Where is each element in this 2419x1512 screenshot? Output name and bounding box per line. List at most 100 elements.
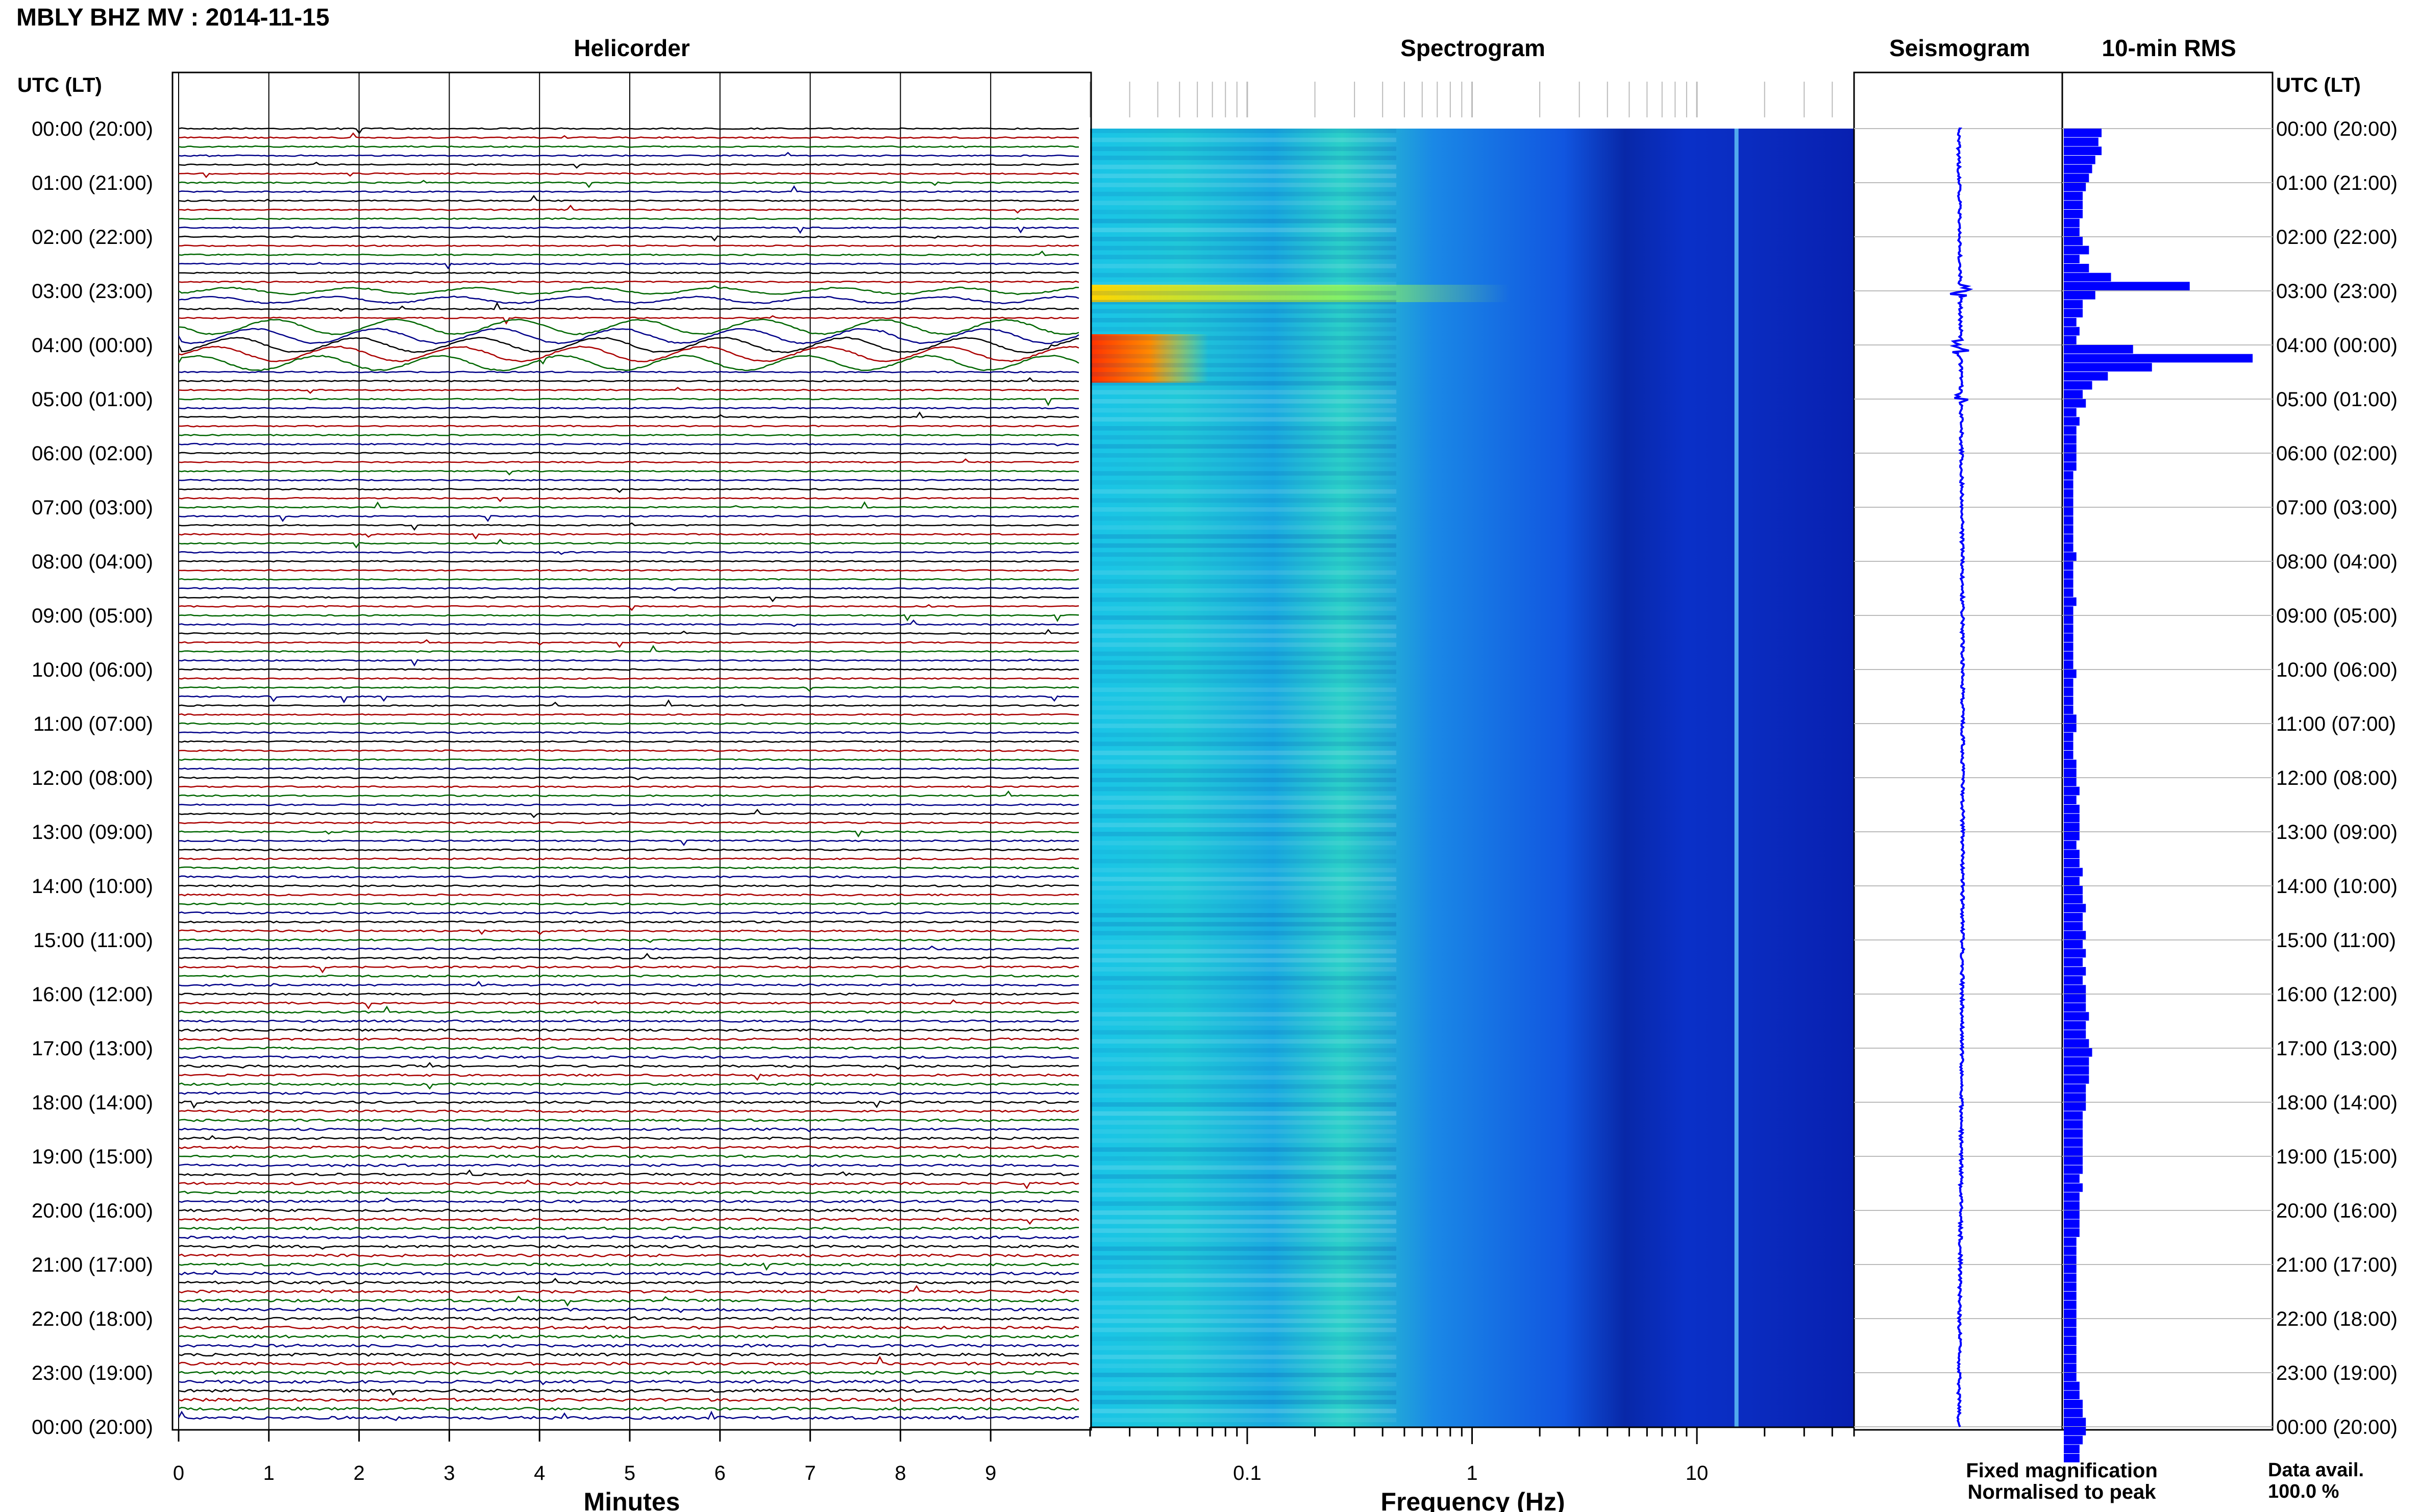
helicorder-trace-line xyxy=(178,398,1079,407)
helicorder-trace-line xyxy=(178,1278,1079,1285)
rms-bar xyxy=(2064,507,2074,516)
helicorder-trace-line xyxy=(178,280,1079,283)
rms-bar xyxy=(2064,1219,2080,1228)
helicorder-trace-line xyxy=(178,318,1079,335)
spectrogram-stripe xyxy=(1090,678,1396,683)
rms-bar xyxy=(2064,1381,2080,1391)
helicorder-trace-line xyxy=(178,497,1079,503)
rms-bar xyxy=(2064,1021,2086,1030)
hour-label-right: 04:00 (00:00) xyxy=(2276,334,2398,357)
frequency-tick-label: 0.1 xyxy=(1233,1462,1262,1484)
helicorder-trace-line xyxy=(178,992,1079,996)
helicorder-frame xyxy=(171,71,1092,1431)
helicorder-trace-line xyxy=(178,1109,1079,1113)
helicorder-trace-line xyxy=(178,639,1079,648)
spectrogram-line-15hz xyxy=(1734,129,1739,1427)
helicorder-trace-line xyxy=(178,1046,1079,1050)
helicorder-trace-line xyxy=(178,1019,1079,1023)
rms-title: 10-min RMS xyxy=(2102,35,2236,61)
helicorder-trace-line xyxy=(178,501,1079,509)
spectrogram-stripe xyxy=(1090,516,1396,521)
spectrogram-stripe xyxy=(1090,1111,1396,1116)
spectrogram-stripe xyxy=(1090,300,1396,305)
rms-bar xyxy=(2064,913,2083,922)
helicorder-trace-line xyxy=(178,695,1079,704)
spectrogram-stripe xyxy=(1090,1039,1396,1044)
helicorder-xlabel: Minutes xyxy=(584,1488,680,1512)
spectrogram-stripe xyxy=(1090,1003,1396,1008)
hour-label-right: 17:00 (13:00) xyxy=(2276,1037,2398,1060)
helicorder-trace-line xyxy=(178,713,1079,716)
spectrogram-stripe xyxy=(1090,1319,1396,1323)
spectrogram-stripe xyxy=(1090,1246,1396,1251)
rms-bar xyxy=(2064,570,2074,579)
hour-label: 01:00 (21:00) xyxy=(32,172,153,194)
rms-bar xyxy=(2064,840,2077,850)
hour-label: 04:00 (00:00) xyxy=(32,334,153,357)
rms-bar xyxy=(2064,895,2083,904)
spectrogram-stripe xyxy=(1090,201,1396,206)
rms-bar xyxy=(2064,579,2074,588)
helicorder-trace-line xyxy=(178,271,1079,275)
spectrogram-stripe xyxy=(1090,751,1396,755)
utc-label-right: UTC (LT) xyxy=(2276,74,2361,96)
rms-bar xyxy=(2064,471,2074,480)
rms-bar xyxy=(2064,1129,2083,1138)
rms-bar xyxy=(2064,940,2083,949)
spectrogram-stripe xyxy=(1090,615,1396,620)
helicorder-trace-line xyxy=(178,1316,1079,1321)
spectrogram-stripe xyxy=(1090,778,1396,782)
rms-bar xyxy=(2064,1183,2083,1192)
rms-bar xyxy=(2064,327,2080,336)
spectrogram-xlabel: Frequency (Hz) xyxy=(1380,1488,1565,1512)
rms-bar xyxy=(2064,697,2074,705)
rms-bar xyxy=(2064,813,2080,823)
spectrogram-stripe xyxy=(1090,660,1396,665)
helicorder-trace-line xyxy=(178,1343,1079,1348)
spectrogram-stripe xyxy=(1090,164,1396,169)
helicorder-trace-line xyxy=(178,355,1079,371)
hour-label-right: 13:00 (09:00) xyxy=(2276,821,2398,844)
spectrogram-stripe xyxy=(1090,1165,1396,1170)
spectrogram-stripe xyxy=(1090,137,1396,142)
spectrogram-stripe xyxy=(1090,561,1396,566)
rms-bar xyxy=(2064,678,2074,687)
rms-bar xyxy=(2064,1445,2080,1453)
helicorder-trace-line xyxy=(178,434,1079,437)
rms-bar xyxy=(2064,1454,2080,1463)
rms-bar xyxy=(2064,751,2074,759)
rms-bar xyxy=(2064,1255,2077,1264)
spectrogram-stripe xyxy=(1090,732,1396,737)
hour-label: 00:00 (20:00) xyxy=(32,1416,153,1439)
spectrogram-stripe xyxy=(1090,1265,1396,1269)
spectrogram-stripe xyxy=(1090,426,1396,431)
spectrogram-stripe xyxy=(1090,967,1396,972)
helicorder-trace-line xyxy=(178,161,1079,169)
rms-bar xyxy=(2064,489,2074,498)
helicorder-trace-line xyxy=(178,776,1079,781)
helicorder-trace-line xyxy=(178,226,1079,234)
hour-label-right: 16:00 (12:00) xyxy=(2276,983,2398,1006)
helicorder-trace-line xyxy=(178,731,1079,734)
rms-bar xyxy=(2064,552,2077,561)
helicorder-trace-line xyxy=(178,387,1079,394)
spectrogram-stripe xyxy=(1090,480,1396,485)
rms-bar xyxy=(2064,435,2077,444)
helicorder-trace-line xyxy=(179,1208,1079,1213)
rms-bar xyxy=(2064,399,2086,408)
spectrogram-stripe xyxy=(1090,867,1396,873)
rms-bar xyxy=(2064,796,2077,804)
hour-label-right: 00:00 (20:00) xyxy=(2276,118,2398,140)
rms-bar xyxy=(2064,381,2092,390)
rms-bar xyxy=(2064,318,2077,327)
rms-bar xyxy=(2064,805,2080,813)
rms-bar xyxy=(2064,588,2074,597)
hour-label: 12:00 (08:00) xyxy=(32,767,153,789)
rms-bar xyxy=(2064,994,2086,1003)
spectrogram-stripes xyxy=(1090,129,1739,1427)
hour-label-right: 20:00 (16:00) xyxy=(2276,1200,2398,1222)
hour-label-right: 23:00 (19:00) xyxy=(2276,1362,2398,1384)
helicorder-trace-line xyxy=(178,645,1079,653)
helicorder-trace-line xyxy=(178,848,1079,852)
spectrogram-stripe xyxy=(1090,1282,1396,1287)
